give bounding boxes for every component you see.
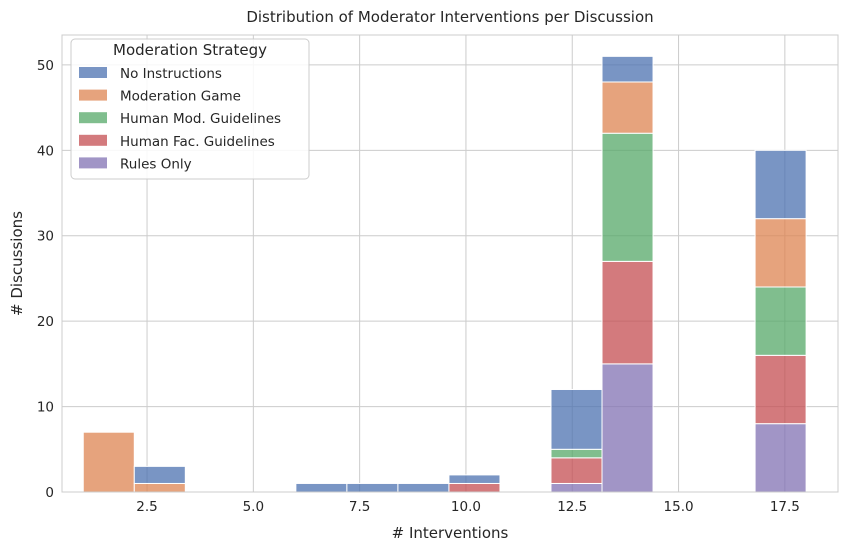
legend-title: Moderation Strategy xyxy=(113,41,267,59)
y-tick-label: 30 xyxy=(37,229,54,245)
bar-segment xyxy=(601,132,654,262)
bars-layer xyxy=(82,55,807,493)
bar-segment xyxy=(448,482,501,493)
x-axis-label: # Interventions xyxy=(392,524,509,542)
legend-label: Human Fac. Guidelines xyxy=(120,134,275,150)
legend-box xyxy=(70,38,310,180)
bar-segment xyxy=(448,474,501,484)
y-tick-label: 50 xyxy=(37,58,54,74)
y-tick-label: 0 xyxy=(45,485,54,501)
y-axis-label: # Discussions xyxy=(8,211,26,316)
legend-items: No Instructions Moderation Game Human Mod.… xyxy=(79,66,281,172)
legend-swatch xyxy=(79,134,107,146)
legend-label: Moderation Game xyxy=(120,89,241,105)
y-tick-label: 40 xyxy=(37,143,54,159)
y-tick-label: 20 xyxy=(37,314,54,330)
legend-label: Rules Only xyxy=(120,156,192,172)
bar-segment xyxy=(133,482,186,493)
bar-segment xyxy=(601,260,654,365)
chart-title: Distribution of Moderator Interventions … xyxy=(246,8,653,26)
x-tick-label: 5.0 xyxy=(243,499,264,515)
bar-segment xyxy=(754,286,807,356)
legend-label: Human Mod. Guidelines xyxy=(120,111,281,127)
bar-segment xyxy=(133,465,186,484)
y-tick-label: 10 xyxy=(37,400,54,416)
bar-segment xyxy=(601,363,654,493)
x-tick-label: 2.5 xyxy=(136,499,157,515)
x-tick-label: 10.0 xyxy=(451,499,481,515)
bar-segment xyxy=(754,354,807,425)
x-tick-label: 17.5 xyxy=(770,499,800,515)
bar-segment xyxy=(601,55,654,83)
bar-segment xyxy=(346,482,399,493)
tick-labels: 2.5 5.0 7.5 10.0 12.5 15.0 17.5 0 10 20 30 40 50 xyxy=(37,58,800,515)
bar-segment xyxy=(82,431,135,493)
legend-swatch xyxy=(79,89,107,101)
legend-swatch xyxy=(79,157,107,169)
bar-segment xyxy=(550,482,603,493)
bar-segment xyxy=(550,388,603,450)
x-tick-label: 15.0 xyxy=(664,499,694,515)
x-tick-label: 12.5 xyxy=(557,499,587,515)
bar-segment xyxy=(295,482,348,493)
bar-segment xyxy=(397,482,450,493)
plot-frame xyxy=(61,34,839,493)
bar-segment xyxy=(550,448,603,459)
x-tick-label: 7.5 xyxy=(349,499,370,515)
bar-segment xyxy=(754,218,807,288)
legend-swatch xyxy=(79,67,107,78)
bar-segment xyxy=(601,81,654,134)
bar-segment xyxy=(754,149,807,220)
bar-segment xyxy=(754,423,807,493)
legend-swatch xyxy=(79,112,107,124)
legend-label: No Instructions xyxy=(120,66,222,82)
bar-segment xyxy=(550,457,603,484)
legend: Moderation Strategy No Instructions Moder… xyxy=(70,38,310,180)
